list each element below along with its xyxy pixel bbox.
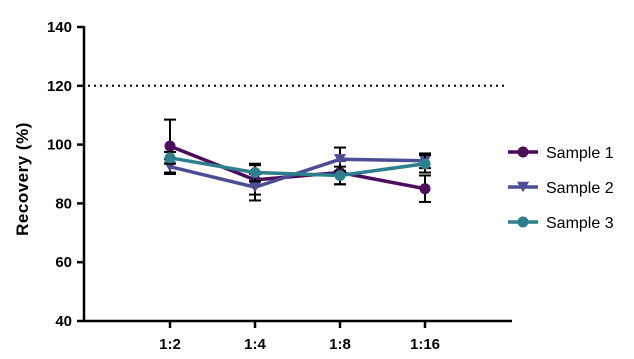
legend-label: Sample 3 <box>546 215 614 232</box>
legend-marker <box>517 216 529 228</box>
series-line <box>169 156 426 178</box>
data-point <box>249 167 261 179</box>
legend-marker <box>517 146 529 158</box>
data-point <box>164 152 176 164</box>
data-point <box>164 140 176 152</box>
x-tick-label: 1:8 <box>329 336 351 353</box>
series-3 <box>164 150 431 186</box>
legend-marker <box>516 181 530 193</box>
y-tick-label: 120 <box>47 78 72 95</box>
legend-item: Sample 3 <box>508 215 614 232</box>
y-tick-label: 80 <box>55 195 72 212</box>
legend-label: Sample 1 <box>546 145 614 162</box>
data-point <box>419 183 431 195</box>
data-point <box>333 154 347 165</box>
x-tick-label: 1:2 <box>159 336 181 353</box>
data-point <box>419 158 431 170</box>
y-axis-ticks: 40 60 80 100 120 140 <box>47 19 84 330</box>
y-tick-label: 100 <box>47 137 72 154</box>
legend-item: Sample 1 <box>508 145 614 162</box>
legend: Sample 1 Sample 2 Sample 3 <box>508 145 614 232</box>
y-tick-label: 40 <box>55 313 72 330</box>
y-axis-title: Recovery (%) <box>13 122 32 236</box>
x-axis-ticks: 1:2 1:4 1:8 1:16 <box>159 321 440 353</box>
x-tick-label: 1:4 <box>244 336 266 353</box>
series-line <box>169 144 426 191</box>
y-tick-label: 140 <box>47 19 72 36</box>
series-layer <box>163 118 432 203</box>
y-tick-label: 60 <box>55 254 72 271</box>
data-point <box>334 169 346 181</box>
legend-label: Sample 2 <box>546 180 614 197</box>
data-point <box>248 182 262 193</box>
x-tick-label: 1:16 <box>410 336 440 353</box>
legend-item: Sample 2 <box>508 180 614 197</box>
